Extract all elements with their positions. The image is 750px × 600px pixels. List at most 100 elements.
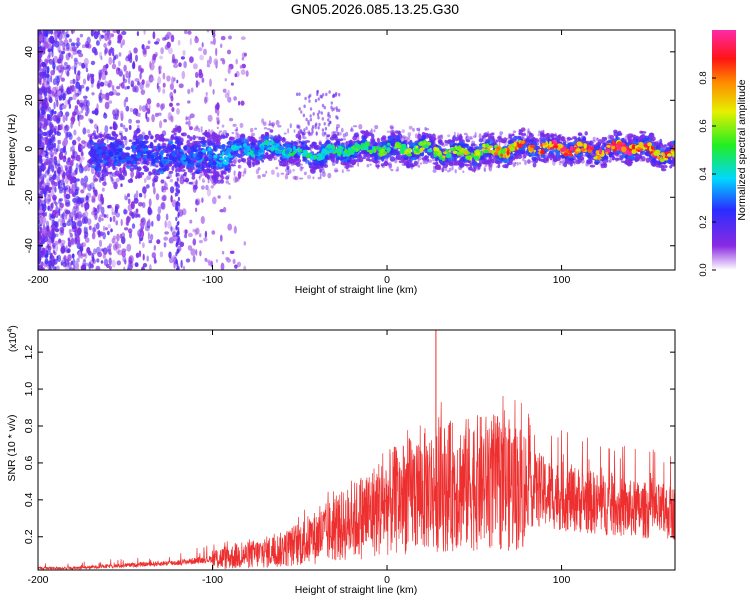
ridge-blob: [155, 165, 159, 168]
ridge-blob: [350, 159, 357, 165]
noise-dot: [187, 232, 193, 238]
haze-dot: [560, 160, 563, 164]
ridge-blob: [286, 165, 290, 171]
noise-dot: [238, 100, 241, 106]
haze-dot: [412, 127, 415, 132]
ridge-blob: [220, 179, 225, 184]
noise-dot: [215, 47, 218, 57]
ridge-blob: [490, 135, 495, 140]
ridge-blob: [99, 176, 105, 181]
noise-dot: [212, 88, 215, 95]
ridge-blob: [183, 148, 188, 151]
noise-dot: [60, 59, 63, 65]
noise-dot: [134, 262, 139, 268]
ridge-blob: [293, 141, 297, 144]
haze-dot: [418, 127, 421, 132]
ridge-blob: [101, 138, 105, 142]
noise-dot: [76, 37, 80, 42]
haze-dot: [390, 168, 394, 172]
noise-dot: [47, 166, 51, 175]
noise-dot: [72, 151, 76, 156]
noise-dot: [86, 247, 91, 254]
noise-dot: [39, 79, 42, 85]
noise-dot: [156, 102, 160, 108]
noise-dot: [50, 252, 53, 257]
noise-dot: [60, 239, 66, 245]
ridge-blob: [383, 161, 389, 167]
noise-dot: [70, 42, 76, 47]
noise-dot: [100, 34, 104, 39]
ridge-blob: [97, 173, 100, 178]
haze-dot: [478, 133, 482, 139]
noise-dot: [142, 263, 148, 268]
noise-dot: [90, 73, 95, 78]
noise-dot: [80, 110, 83, 114]
ridge-blob: [490, 159, 495, 164]
ridge-blob: [211, 142, 215, 146]
noise-dot: [83, 98, 88, 107]
ridge-blob: [318, 141, 322, 146]
ridge-blob: [122, 170, 128, 177]
noise-dot: [193, 127, 197, 131]
noise-dot: [69, 79, 73, 85]
haze-dot: [294, 175, 299, 181]
noise-dot: [67, 173, 73, 181]
noise-dot: [208, 55, 212, 65]
noise-dot: [233, 225, 237, 234]
haze-dot: [287, 128, 289, 134]
ridge-blob: [251, 158, 257, 162]
ridge-blob: [485, 160, 491, 165]
noise-dot: [167, 47, 173, 55]
noise-dot: [141, 44, 145, 50]
noise-dot: [62, 114, 66, 123]
ridge-blob: [584, 131, 588, 136]
noise-dot: [222, 88, 227, 93]
noise-dot: [69, 211, 74, 219]
noise-dot: [107, 30, 110, 37]
noise-dot: [162, 194, 167, 202]
noise-dot: [206, 59, 210, 66]
noise-dot: [146, 108, 151, 115]
noise-dot: [45, 138, 49, 146]
noise-dot: [117, 67, 121, 72]
noise-dot: [116, 30, 120, 35]
noise-dot: [166, 75, 171, 82]
noise-dot: [169, 257, 174, 264]
ridge-blob: [143, 134, 150, 140]
haze-dot: [300, 129, 303, 133]
noise-dot: [128, 70, 131, 79]
noise-dot: [83, 202, 87, 209]
noise-dot: [189, 56, 194, 63]
haze-dot: [289, 123, 292, 129]
noise-dot: [117, 243, 122, 249]
haze-dot: [373, 129, 376, 133]
noise-dot: [133, 47, 138, 54]
ridge-blob: [489, 139, 494, 144]
noise-dot: [64, 99, 68, 107]
noise-dot: [54, 30, 57, 35]
haze-dot: [307, 174, 312, 180]
noise-dot: [117, 35, 122, 42]
haze-dot: [205, 184, 209, 191]
noise-dot: [124, 127, 128, 132]
noise-dot: [180, 56, 185, 60]
noise-dot: [96, 258, 100, 263]
haze-dot: [516, 161, 519, 166]
noise-dot: [45, 220, 50, 228]
noise-dot: [47, 198, 52, 202]
ridge-blob: [625, 142, 630, 145]
noise-dot: [40, 106, 45, 112]
noise-dot: [235, 58, 238, 65]
ridge-blob: [127, 178, 134, 184]
ridge-blob: [603, 136, 608, 141]
haze-dot: [512, 163, 516, 168]
noise-dot: [74, 221, 78, 230]
haze-dot: [447, 170, 450, 173]
noise-dot: [150, 77, 155, 82]
haze-dot: [474, 132, 477, 138]
noise-dot: [128, 118, 133, 124]
noise-dot: [96, 125, 99, 134]
ridge-blob: [113, 127, 117, 131]
ridge-blob: [602, 162, 607, 167]
noise-dot: [156, 213, 161, 222]
